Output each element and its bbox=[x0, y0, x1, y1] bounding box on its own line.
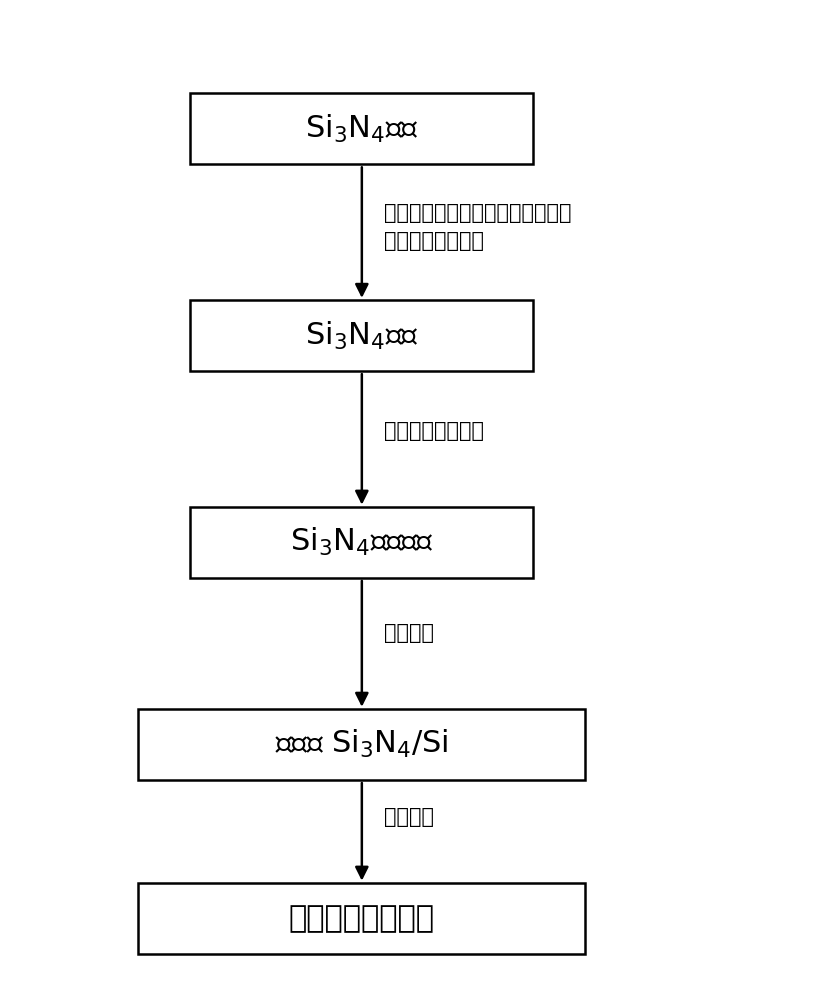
Bar bbox=[190, 507, 533, 578]
Text: Si$_3$N$_4$粉体: Si$_3$N$_4$粉体 bbox=[305, 113, 418, 145]
Text: Si$_3$N$_4$粉预制体: Si$_3$N$_4$粉预制体 bbox=[289, 526, 433, 558]
Text: 液硅渗透: 液硅渗透 bbox=[384, 623, 433, 643]
Bar bbox=[190, 300, 533, 371]
Text: 流延、剪裁、叠层: 流延、剪裁、叠层 bbox=[384, 421, 484, 441]
Bar bbox=[138, 883, 585, 954]
Bar bbox=[190, 93, 533, 164]
Text: 加入溶剂、分散剂、粘结剂、增塑
剂、消泡剂，球磨: 加入溶剂、分散剂、粘结剂、增塑 剂、消泡剂，球磨 bbox=[384, 203, 571, 251]
Bar bbox=[138, 709, 585, 780]
Text: 致密的 Si$_3$N$_4$/Si: 致密的 Si$_3$N$_4$/Si bbox=[275, 728, 448, 760]
Text: 高导热氮化硬陶瓷: 高导热氮化硬陶瓷 bbox=[289, 904, 434, 933]
Text: 氮化烧结: 氮化烧结 bbox=[384, 807, 433, 827]
Text: Si$_3$N$_4$浆料: Si$_3$N$_4$浆料 bbox=[305, 319, 418, 352]
